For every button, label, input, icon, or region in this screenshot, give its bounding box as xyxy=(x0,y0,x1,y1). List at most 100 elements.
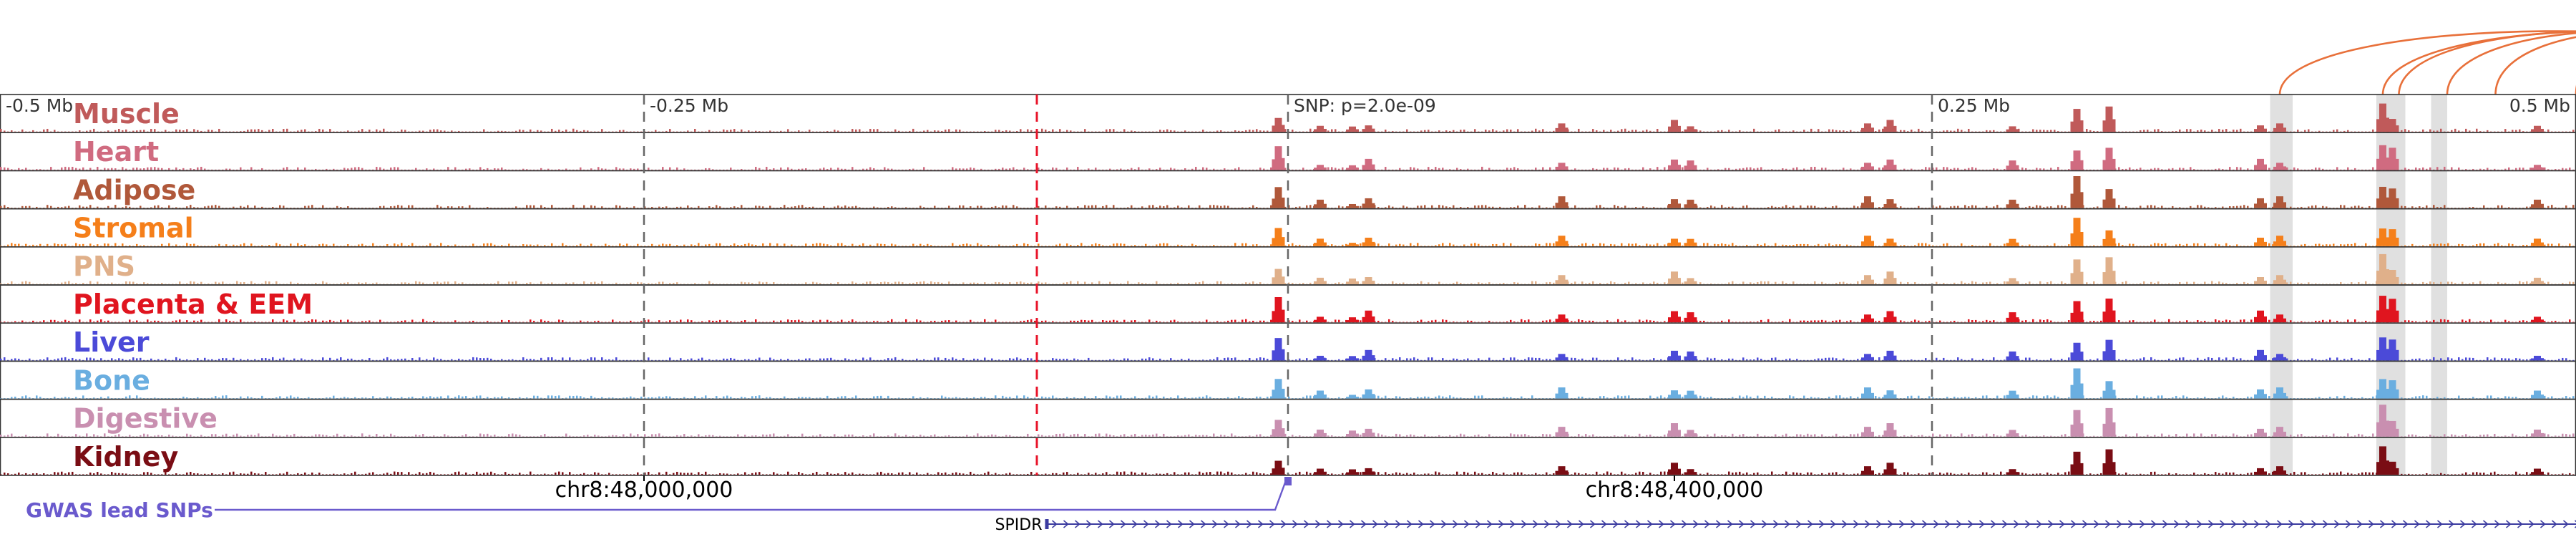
signal-bar xyxy=(1259,168,1262,170)
signal-bar xyxy=(2233,130,2235,132)
signal-bar xyxy=(1091,244,1093,246)
signal-bar xyxy=(1828,243,1830,246)
signal-bar xyxy=(165,130,167,132)
signal-bar xyxy=(1825,206,1827,208)
signal-bar xyxy=(104,359,106,361)
signal-bar xyxy=(1227,205,1229,208)
signal-bar xyxy=(401,243,403,246)
signal-bar xyxy=(2140,130,2142,132)
signal-bar xyxy=(4,321,6,323)
signal-peak xyxy=(1694,129,1697,132)
signal-bar xyxy=(594,357,596,361)
signal-bar xyxy=(1098,281,1101,284)
signal-peak xyxy=(2080,231,2084,246)
signal-bar xyxy=(2422,167,2424,170)
signal-bar xyxy=(497,321,499,323)
signal-bar xyxy=(848,359,850,361)
signal-bar xyxy=(408,282,410,284)
signal-bar xyxy=(29,321,31,323)
signal-bar xyxy=(508,320,510,323)
signal-bar xyxy=(1993,320,1995,323)
signal-bar xyxy=(2218,320,2220,323)
signal-bar xyxy=(343,359,346,361)
signal-bar xyxy=(1832,206,1834,208)
signal-bar xyxy=(2186,129,2188,132)
signal-bar xyxy=(1038,243,1040,246)
signal-bar xyxy=(555,130,557,132)
signal-bar xyxy=(2190,129,2192,132)
signal-bar xyxy=(1878,207,1880,208)
signal-bar xyxy=(773,168,775,170)
signal-bar xyxy=(2036,321,2038,323)
signal-bar xyxy=(708,243,711,246)
signal-bar xyxy=(1631,130,1634,132)
signal-bar xyxy=(247,130,249,132)
signal-bar xyxy=(1098,243,1101,246)
signal-bar xyxy=(469,359,471,361)
signal-bar xyxy=(1717,169,1719,170)
signal-peak xyxy=(1346,168,1349,170)
signal-bar xyxy=(1492,243,1494,246)
signal-bar xyxy=(1617,319,1619,323)
signal-bar xyxy=(1606,320,1609,323)
signal-bar xyxy=(2547,243,2550,246)
signal-bar xyxy=(583,321,585,323)
signal-bar xyxy=(1377,321,1380,323)
signal-bar xyxy=(1513,282,1516,284)
signal-bar xyxy=(2544,282,2546,284)
signal-bar xyxy=(2465,128,2467,132)
signal-peak xyxy=(2541,203,2544,208)
signal-bar xyxy=(1045,359,1047,361)
signal-peak xyxy=(1356,205,1359,208)
signal-bar xyxy=(2318,321,2321,323)
signal-bar xyxy=(2268,243,2270,246)
signal-peak xyxy=(1558,196,1566,208)
signal-bar xyxy=(175,129,177,132)
signal-bar xyxy=(1023,282,1025,284)
signal-bar xyxy=(987,321,990,323)
signal-bar xyxy=(394,359,396,361)
signal-bar xyxy=(2222,282,2224,284)
signal-bar xyxy=(168,243,170,246)
signal-bar xyxy=(1213,205,1215,208)
signal-bar xyxy=(2351,282,2353,284)
signal-bar xyxy=(47,243,49,246)
signal-bar xyxy=(2215,168,2217,170)
signal-bar xyxy=(2340,205,2342,208)
signal-bar xyxy=(182,359,185,361)
signal-bar xyxy=(1707,206,1709,208)
signal-bar xyxy=(859,207,861,208)
signal-bar xyxy=(869,128,872,132)
signal-bar xyxy=(2029,321,2031,323)
signal-peak xyxy=(2389,299,2396,323)
signal-peak xyxy=(1893,165,1897,170)
signal-bar xyxy=(2433,319,2435,323)
signal-bar xyxy=(408,359,410,361)
signal-bar xyxy=(1002,359,1004,361)
signal-bar xyxy=(1005,205,1008,208)
signal-bar xyxy=(2569,319,2571,323)
signal-bar xyxy=(1957,128,1959,132)
signal-peak xyxy=(1893,242,1897,246)
signal-bar xyxy=(819,319,821,323)
signal-bar xyxy=(122,167,124,170)
signal-bar xyxy=(676,206,678,208)
signal-bar xyxy=(826,319,829,323)
signal-peak xyxy=(1864,275,1871,284)
signal-peak xyxy=(1668,203,1671,208)
signal-bar xyxy=(844,358,847,361)
signal-bar xyxy=(733,358,736,361)
signal-bar xyxy=(415,321,417,323)
signal-peak xyxy=(2376,310,2379,323)
signal-bar xyxy=(1402,244,1405,246)
signal-bar xyxy=(2322,244,2324,246)
signal-bar xyxy=(569,321,571,323)
signal-bar xyxy=(2304,243,2306,246)
signal-bar xyxy=(200,281,203,284)
signal-bar xyxy=(447,281,449,284)
signal-bar xyxy=(2136,321,2138,323)
signal-bar xyxy=(658,206,660,208)
signal-bar xyxy=(719,206,721,208)
signal-bar xyxy=(1928,244,1931,246)
signal-bar xyxy=(326,321,328,323)
